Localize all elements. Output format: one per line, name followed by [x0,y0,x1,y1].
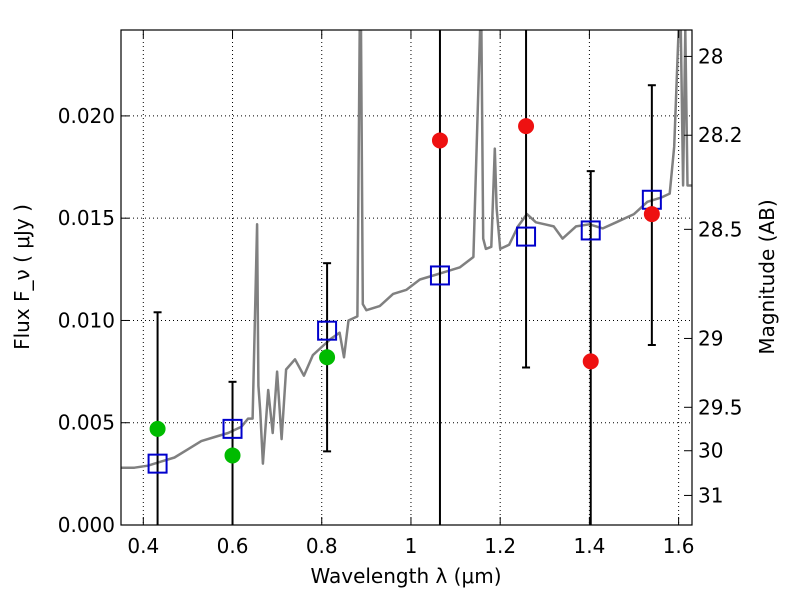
grid [121,30,692,526]
y-tick-label: 0.015 [58,206,115,230]
spectrum-line [121,30,692,469]
y-tick-label: 0.010 [58,308,115,332]
axes: 0.4 0.6 0.8 1 1.2 1.4 1.6 0.000 0.005 0.010 0.015 0… [58,30,743,558]
x-axis-label: Wavelength λ (μm) [310,564,501,588]
nondetection-point [518,118,535,135]
y2-tick-label: 29.5 [698,395,743,419]
data-layer [121,30,692,525]
y2-tick-label: 29 [698,326,723,350]
y2-tick-label: 30 [698,439,723,463]
x-tick-label: 0.6 [217,534,249,558]
detection-point [224,447,241,464]
model-square-point [222,418,243,439]
y2-axis-label: Magnitude (AB) [755,199,779,354]
y-tick-label: 0.000 [58,513,115,537]
detection-point [149,420,166,437]
y2-tick-label: 31 [698,483,723,507]
y2-tick-label: 28.5 [698,217,743,241]
model-square-point [580,220,601,241]
model-square-point [516,226,537,247]
x-tick-label: 1.4 [573,534,605,558]
y-axis-label: Flux F_ν ( μJy ) [10,204,34,350]
model-square-point [429,265,450,286]
model-square-point [147,453,168,474]
x-tick-label: 1.6 [663,534,695,558]
plot-frame [120,29,693,526]
y2-tick-label: 28.2 [698,123,743,147]
detection-point [319,349,336,366]
x-tick-label: 0.4 [127,534,159,558]
y-tick-label: 0.020 [58,104,115,128]
x-tick-label: 0.8 [306,534,338,558]
nondetection-point [643,206,660,223]
y-tick-label: 0.005 [58,411,115,435]
x-tick-label: 1 [405,534,418,558]
x-tick-label: 1.2 [484,534,516,558]
model-square-point [317,320,338,341]
nondetection-point [582,353,599,370]
y2-tick-label: 28 [698,44,723,68]
nondetection-point [431,132,448,149]
